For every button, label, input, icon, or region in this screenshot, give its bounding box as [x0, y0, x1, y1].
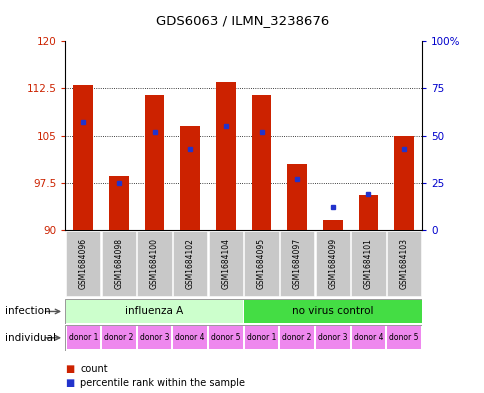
Text: ■: ■ [65, 364, 75, 374]
Text: donor 4: donor 4 [175, 333, 205, 342]
Text: donor 5: donor 5 [211, 333, 240, 342]
Bar [243, 300, 421, 323]
Text: GSM1684095: GSM1684095 [257, 238, 266, 289]
Bar [74, 85, 93, 230]
Bar [350, 231, 385, 296]
Text: donor 4: donor 4 [353, 333, 382, 342]
Text: GSM1684097: GSM1684097 [292, 238, 301, 289]
Text: count: count [80, 364, 107, 374]
Bar [209, 326, 242, 349]
Bar [173, 326, 207, 349]
Text: donor 3: donor 3 [139, 333, 169, 342]
Text: no virus control: no virus control [291, 307, 373, 316]
Bar [180, 126, 199, 230]
Text: donor 2: donor 2 [104, 333, 134, 342]
Bar [287, 164, 306, 230]
Bar [66, 326, 100, 349]
Bar [386, 231, 421, 296]
Bar [280, 326, 313, 349]
Text: donor 1: donor 1 [68, 333, 98, 342]
Bar [137, 231, 171, 296]
Text: percentile rank within the sample: percentile rank within the sample [80, 378, 244, 388]
Bar [102, 231, 136, 296]
Text: GSM1684100: GSM1684100 [150, 238, 159, 289]
Bar [279, 231, 314, 296]
Text: GDS6063 / ILMN_3238676: GDS6063 / ILMN_3238676 [155, 14, 329, 27]
Bar [315, 231, 349, 296]
Text: GSM1684098: GSM1684098 [114, 238, 123, 289]
Bar [251, 95, 271, 230]
Bar [102, 326, 136, 349]
Text: GSM1684099: GSM1684099 [328, 238, 337, 289]
Text: donor 2: donor 2 [282, 333, 311, 342]
Bar [351, 326, 384, 349]
Bar [216, 82, 235, 230]
Text: ■: ■ [65, 378, 75, 388]
Bar [173, 231, 207, 296]
Text: infection: infection [5, 307, 50, 316]
Bar [244, 326, 278, 349]
Bar [208, 231, 242, 296]
Text: GSM1684096: GSM1684096 [78, 238, 88, 289]
Bar [358, 195, 378, 230]
Text: donor 3: donor 3 [318, 333, 347, 342]
Bar [244, 231, 278, 296]
Text: GSM1684103: GSM1684103 [399, 238, 408, 289]
Bar [145, 95, 164, 230]
Text: GSM1684102: GSM1684102 [185, 238, 195, 289]
Text: GSM1684101: GSM1684101 [363, 238, 372, 289]
Bar [393, 136, 413, 230]
Bar [66, 231, 100, 296]
Bar [322, 220, 342, 230]
Text: donor 1: donor 1 [246, 333, 276, 342]
Bar [137, 326, 171, 349]
Text: GSM1684104: GSM1684104 [221, 238, 230, 289]
Text: donor 5: donor 5 [389, 333, 418, 342]
Bar [66, 300, 243, 323]
Text: influenza A: influenza A [125, 307, 183, 316]
Bar [387, 326, 420, 349]
Bar [109, 176, 128, 230]
Bar [316, 326, 349, 349]
Text: individual: individual [5, 333, 56, 343]
